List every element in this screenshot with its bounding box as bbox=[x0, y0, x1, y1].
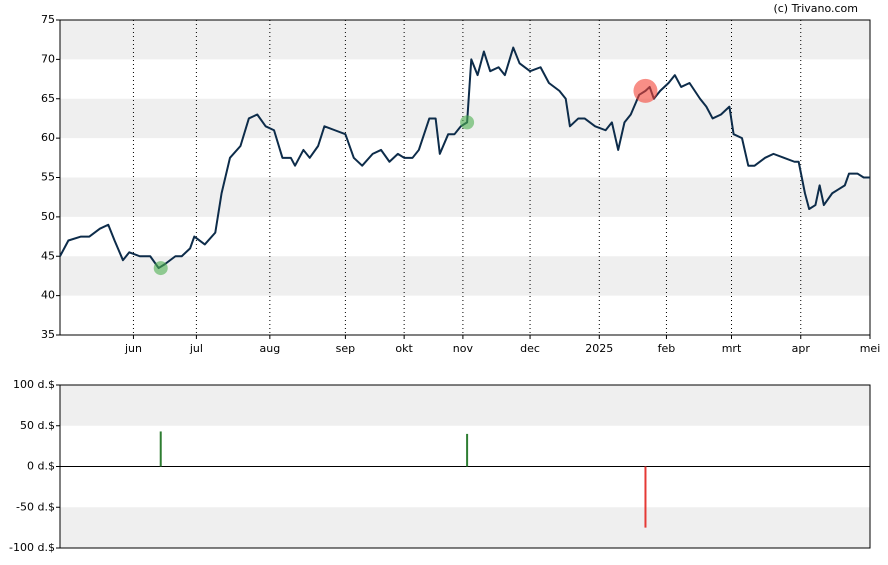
x-tick-label: apr bbox=[792, 342, 811, 355]
watermark: (c) Trivano.com bbox=[773, 2, 858, 15]
x-tick-label: aug bbox=[259, 342, 280, 355]
y-tick-label: 0 d.$ bbox=[27, 460, 55, 473]
y-tick-label: 60 bbox=[41, 131, 55, 144]
grid-band bbox=[60, 385, 870, 426]
x-tick-label: okt bbox=[395, 342, 413, 355]
x-tick-label: nov bbox=[453, 342, 474, 355]
x-tick-label: jun bbox=[124, 342, 142, 355]
x-tick-label: sep bbox=[336, 342, 355, 355]
x-tick-label: 2025 bbox=[585, 342, 613, 355]
trade-marker bbox=[153, 261, 168, 276]
y-tick-label: 40 bbox=[41, 289, 55, 302]
y-tick-label: 70 bbox=[41, 52, 55, 65]
grid-band bbox=[60, 507, 870, 548]
x-tick-label: jul bbox=[189, 342, 203, 355]
trade-marker bbox=[460, 115, 475, 130]
y-tick-label: 35 bbox=[41, 328, 55, 341]
y-tick-label: 50 d.$ bbox=[20, 419, 55, 432]
grid-band bbox=[60, 256, 870, 296]
y-tick-label: 50 bbox=[41, 210, 55, 223]
x-tick-label: feb bbox=[658, 342, 676, 355]
x-tick-label: mrt bbox=[722, 342, 742, 355]
y-tick-label: -50 d.$ bbox=[16, 500, 55, 513]
grid-band bbox=[60, 177, 870, 217]
x-tick-label: mei bbox=[860, 342, 881, 355]
y-tick-label: 45 bbox=[41, 249, 55, 262]
price-line bbox=[59, 46, 870, 270]
grid-band bbox=[60, 20, 870, 60]
y-tick-label: 55 bbox=[41, 171, 55, 184]
y-tick-label: -100 d.$ bbox=[9, 541, 55, 554]
trade-marker bbox=[633, 78, 658, 103]
y-tick-label: 75 bbox=[41, 13, 55, 26]
y-tick-label: 65 bbox=[41, 92, 55, 105]
x-tick-label: dec bbox=[520, 342, 540, 355]
y-tick-label: 100 d.$ bbox=[13, 378, 55, 391]
